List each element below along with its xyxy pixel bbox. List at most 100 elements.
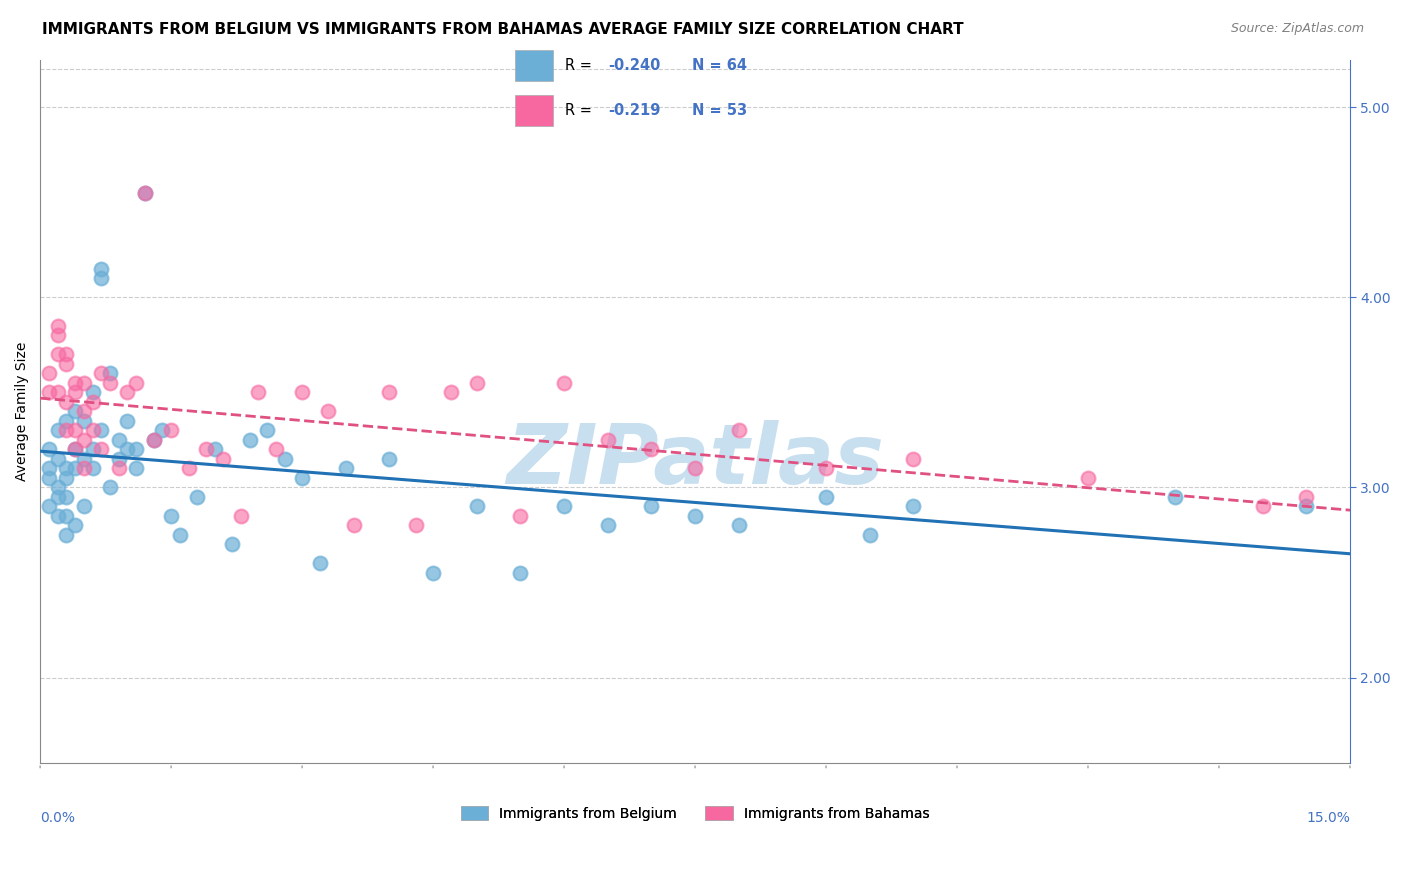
Point xyxy=(63,376,86,390)
Point xyxy=(465,500,488,514)
Point xyxy=(142,433,165,447)
Point xyxy=(73,461,96,475)
Point xyxy=(90,367,112,381)
Point xyxy=(55,490,77,504)
Point xyxy=(422,566,444,580)
Point xyxy=(55,347,77,361)
Point xyxy=(73,500,96,514)
Point xyxy=(117,442,139,457)
Point xyxy=(55,414,77,428)
Text: R =: R = xyxy=(565,58,596,73)
Point xyxy=(125,376,148,390)
Point xyxy=(212,451,235,466)
Point xyxy=(38,500,60,514)
Text: -0.219: -0.219 xyxy=(609,103,661,119)
Point xyxy=(1295,490,1317,504)
Point xyxy=(55,508,77,523)
Text: IMMIGRANTS FROM BELGIUM VS IMMIGRANTS FROM BAHAMAS AVERAGE FAMILY SIZE CORRELATI: IMMIGRANTS FROM BELGIUM VS IMMIGRANTS FR… xyxy=(42,22,963,37)
Point xyxy=(727,518,749,533)
Point xyxy=(90,442,112,457)
Text: 15.0%: 15.0% xyxy=(1306,811,1350,824)
Point xyxy=(177,461,200,475)
Point xyxy=(73,376,96,390)
Legend: Immigrants from Belgium, Immigrants from Bahamas: Immigrants from Belgium, Immigrants from… xyxy=(456,800,935,827)
Point xyxy=(46,318,69,333)
Point xyxy=(160,508,183,523)
Point xyxy=(150,423,173,437)
Point xyxy=(814,461,837,475)
Point xyxy=(117,414,139,428)
Point xyxy=(38,442,60,457)
Point xyxy=(90,261,112,276)
Point xyxy=(73,404,96,418)
Point xyxy=(63,442,86,457)
Point xyxy=(73,451,96,466)
Bar xyxy=(516,95,553,127)
Point xyxy=(46,490,69,504)
Point xyxy=(134,186,156,200)
Point xyxy=(38,367,60,381)
Point xyxy=(640,500,662,514)
Point xyxy=(46,451,69,466)
Point xyxy=(553,376,575,390)
Point xyxy=(1077,471,1099,485)
Point xyxy=(640,442,662,457)
Point xyxy=(859,528,882,542)
Point xyxy=(125,461,148,475)
Point xyxy=(46,385,69,400)
Point xyxy=(55,394,77,409)
Point xyxy=(46,508,69,523)
Point xyxy=(405,518,427,533)
Text: 0.0%: 0.0% xyxy=(41,811,75,824)
Point xyxy=(38,461,60,475)
Point xyxy=(160,423,183,437)
Point xyxy=(142,433,165,447)
Text: N = 53: N = 53 xyxy=(692,103,747,119)
Text: -0.240: -0.240 xyxy=(609,58,661,73)
Point xyxy=(264,442,287,457)
Point xyxy=(439,385,461,400)
Point xyxy=(596,433,619,447)
Point xyxy=(63,442,86,457)
Point xyxy=(55,528,77,542)
Point xyxy=(46,423,69,437)
Point xyxy=(683,508,706,523)
Text: N = 64: N = 64 xyxy=(692,58,747,73)
Point xyxy=(38,471,60,485)
Point xyxy=(186,490,208,504)
Point xyxy=(90,423,112,437)
Point xyxy=(509,566,531,580)
Text: Source: ZipAtlas.com: Source: ZipAtlas.com xyxy=(1230,22,1364,36)
Point xyxy=(90,271,112,285)
Point xyxy=(247,385,270,400)
Point xyxy=(82,385,104,400)
Point xyxy=(596,518,619,533)
Point xyxy=(291,385,314,400)
Point xyxy=(553,500,575,514)
Point xyxy=(134,186,156,200)
Point xyxy=(1251,500,1274,514)
Point xyxy=(63,385,86,400)
Point xyxy=(814,490,837,504)
Point xyxy=(239,433,262,447)
Point xyxy=(509,508,531,523)
Point xyxy=(256,423,278,437)
Point xyxy=(55,357,77,371)
Point xyxy=(903,451,925,466)
Point xyxy=(46,347,69,361)
Point xyxy=(107,461,129,475)
Point xyxy=(335,461,357,475)
Point xyxy=(195,442,218,457)
Point xyxy=(63,461,86,475)
Point xyxy=(98,376,121,390)
Point xyxy=(229,508,252,523)
Point xyxy=(125,442,148,457)
Y-axis label: Average Family Size: Average Family Size xyxy=(15,342,30,481)
Point xyxy=(73,414,96,428)
Text: R =: R = xyxy=(565,103,600,119)
Point xyxy=(308,557,330,571)
Point xyxy=(82,394,104,409)
Point xyxy=(98,367,121,381)
Point xyxy=(465,376,488,390)
Point xyxy=(55,471,77,485)
